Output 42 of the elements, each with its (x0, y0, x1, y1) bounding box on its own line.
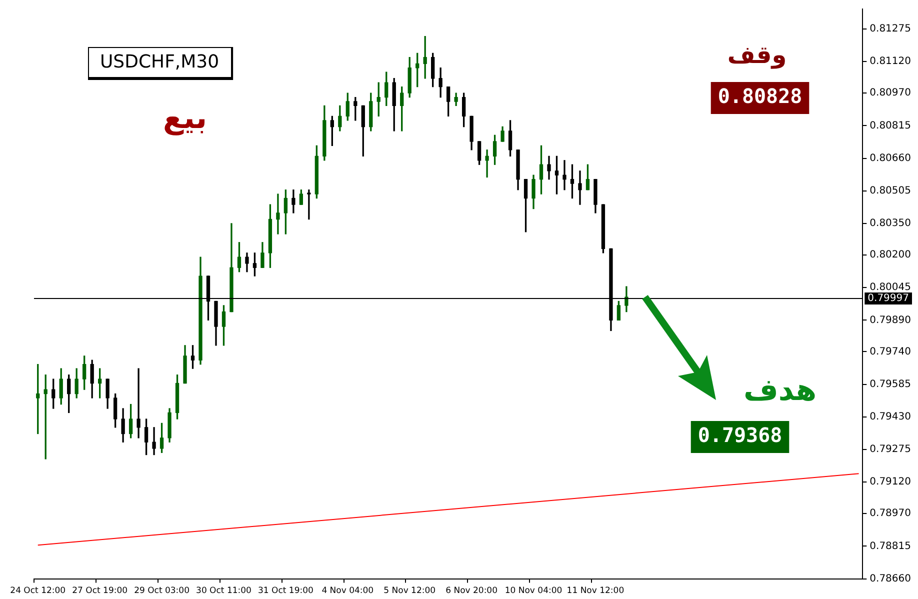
x-tick-label: 31 Oct 19:00 (258, 586, 314, 596)
y-tick-label: 0.80350 (870, 218, 912, 230)
x-tick-label: 24 Oct 12:00 (10, 586, 66, 596)
annotation: هدف (744, 372, 816, 408)
annotation: وقف (727, 41, 787, 70)
x-tick-label: 27 Oct 19:00 (72, 586, 128, 596)
candlestick (485, 150, 489, 178)
y-tick-label: 0.78970 (870, 508, 912, 520)
y-tick-label: 0.80200 (870, 250, 912, 261)
annotation: بيع (162, 100, 208, 136)
x-tick-label: 30 Oct 11:00 (196, 586, 252, 596)
candlestick (136, 368, 140, 438)
candlestick (307, 189, 311, 220)
y-tick-label: 0.81275 (870, 24, 912, 35)
candlestick (152, 427, 156, 456)
y-tick-label: 0.79740 (870, 346, 912, 358)
x-tick-label: 5 Nov 12:00 (384, 586, 436, 596)
ref-line-label: 0.79997 (868, 293, 910, 304)
y-tick-label: 0.79890 (870, 314, 912, 326)
y-tick-label: 0.79120 (870, 476, 912, 488)
x-tick-label: 4 Nov 04:00 (322, 586, 374, 596)
y-tick-label: 0.78660 (870, 573, 912, 584)
y-tick-label: 0.81120 (870, 56, 912, 68)
y-tick-label: 0.80970 (870, 88, 912, 99)
y-tick-label: 0.78815 (870, 540, 912, 552)
annotation: 0.80828 (718, 84, 802, 108)
y-tick-label: 0.79275 (870, 444, 912, 456)
x-tick-label: 29 Oct 03:00 (134, 586, 190, 596)
x-tick-label: 10 Nov 04:00 (504, 586, 562, 596)
candlestick (276, 194, 280, 234)
annotation: 0.79368 (698, 423, 782, 448)
y-tick-label: 0.80505 (870, 185, 912, 196)
candlestick (578, 170, 582, 205)
candlestick (562, 160, 566, 190)
y-tick-label: 0.79585 (870, 378, 912, 390)
text: USDCHF,M30 (100, 52, 220, 73)
x-tick-label: 6 Nov 20:00 (446, 586, 498, 596)
y-tick-label: 0.79430 (870, 411, 912, 422)
y-tick-label: 0.80045 (870, 282, 912, 294)
y-tick-label: 0.80815 (870, 120, 912, 132)
x-tick-label: 11 Nov 12:00 (566, 586, 624, 596)
y-tick-label: 0.80660 (870, 152, 912, 164)
